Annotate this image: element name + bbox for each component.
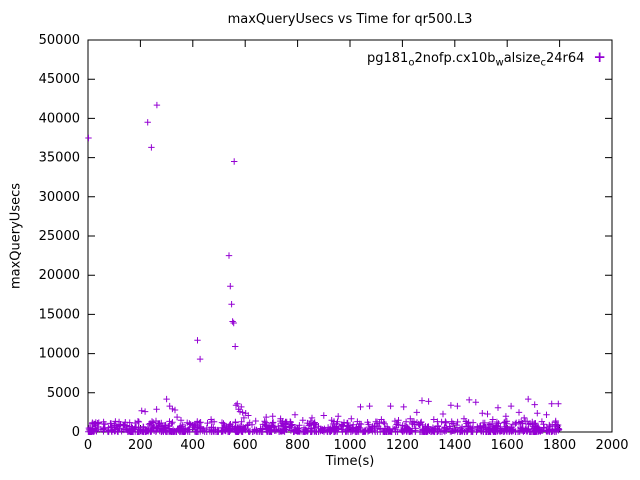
axis-ticks: [87, 39, 613, 433]
y-tick-label: 30000: [39, 190, 80, 205]
legend: pg181o2nofp.cx10bwalsizec24r64 +: [367, 48, 606, 69]
x-tick-label: 200: [128, 438, 153, 453]
y-tick-label: 20000: [39, 268, 80, 283]
x-tick-label: 400: [180, 438, 205, 453]
y-tick-label: 25000: [39, 229, 80, 244]
x-axis-label: Time(s): [325, 454, 375, 469]
series-points-outliers: [85, 101, 562, 425]
x-tick-label: 800: [285, 438, 310, 453]
y-tick-label: 15000: [39, 307, 80, 322]
y-tick-label: 45000: [39, 72, 80, 87]
x-tick-label: 1200: [386, 438, 419, 453]
series-points-baseline-band: [85, 417, 563, 435]
legend-label: pg181o2nofp.cx10bwalsizec24r64: [366, 51, 585, 69]
x-tick-label: 1600: [491, 438, 524, 453]
y-tick-label: 10000: [39, 347, 80, 362]
y-tick-label: 5000: [47, 386, 80, 401]
y-tick-label: 40000: [39, 111, 80, 126]
y-tick-label: 0: [72, 425, 80, 440]
x-tick-label: 1800: [543, 438, 576, 453]
chart-title: maxQueryUsecs vs Time for qr500.L3: [227, 12, 473, 27]
legend-plus-marker-icon: +: [593, 48, 606, 66]
x-tick-label: 600: [233, 438, 258, 453]
x-tick-label: 2000: [595, 438, 628, 453]
plot-border: [87, 39, 613, 433]
y-tick-label: 50000: [39, 33, 80, 48]
x-tick-label: 0: [84, 438, 92, 453]
y-tick-label: 35000: [39, 151, 80, 166]
x-tick-label: 1400: [438, 438, 471, 453]
x-tick-label: 1000: [333, 438, 366, 453]
